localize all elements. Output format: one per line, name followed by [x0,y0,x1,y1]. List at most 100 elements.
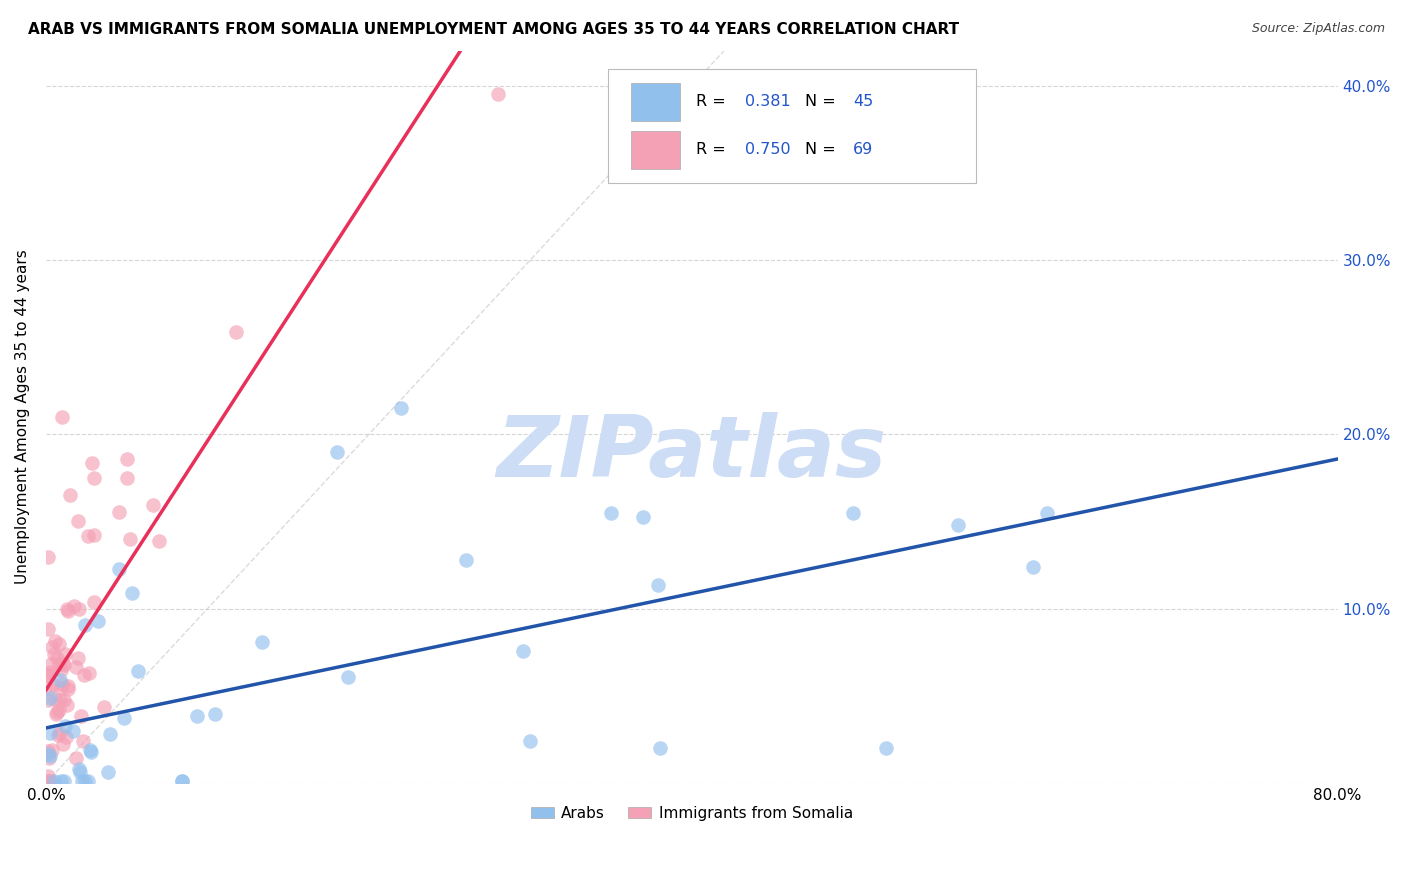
Point [80,745,103,759]
Point [39,657,62,671]
Text: 45: 45 [853,95,873,110]
Point [58,682,80,697]
Point [37,549,59,564]
Point [51,677,73,691]
Point [69,709,91,723]
Point [45,651,67,665]
Point [250,635,273,649]
Point [170,774,193,789]
Point [52,657,75,671]
Point [56,680,79,694]
Point [44,647,66,661]
Point [325,444,347,458]
Point [120,533,142,547]
Bar [607,69,976,183]
Point [87,614,110,628]
Point [45,705,67,719]
Point [875,741,897,756]
Point [115,451,138,466]
Point [51,409,73,424]
Point [112,710,135,724]
Point [519,733,541,747]
Point [456,553,478,567]
Point [49,663,72,677]
Point [37,769,59,783]
Y-axis label: Unemployment Among Ages 35 to 44 years: Unemployment Among Ages 35 to 44 years [15,250,30,584]
Point [97,765,120,780]
Point [65,659,87,673]
Text: R =: R = [696,95,731,110]
Point [59,488,82,502]
Point [648,741,671,756]
Point [80,456,103,470]
Point [142,499,165,513]
Point [37,623,59,637]
Point [66,650,89,665]
Point [48,703,70,717]
Point [39,774,62,789]
Point [52,737,75,751]
Point [46,728,69,742]
Point [115,471,138,485]
Point [70,774,93,789]
Point [337,670,360,684]
Point [48,673,70,688]
Text: R =: R = [696,142,731,157]
Point [44,692,66,706]
Point [53,647,76,661]
Point [42,678,65,692]
Point [225,325,247,339]
Point [55,730,77,744]
Text: ARAB VS IMMIGRANTS FROM SOMALIA UNEMPLOYMENT AMONG AGES 35 TO 44 YEARS CORRELATI: ARAB VS IMMIGRANTS FROM SOMALIA UNEMPLOY… [28,22,959,37]
Point [39,725,62,739]
Point [37,692,59,706]
Point [83,595,105,609]
Point [79,743,101,757]
Point [77,665,100,680]
Point [38,668,60,682]
Point [49,692,72,706]
Point [39,665,62,679]
Point [37,774,59,789]
Point [186,708,208,723]
Point [53,693,76,707]
Point [48,657,70,672]
Point [67,515,90,529]
Point [842,506,865,520]
Text: 0.381: 0.381 [745,95,790,110]
Point [121,586,143,600]
Point [49,774,72,789]
Point [38,774,60,789]
Point [486,87,509,102]
Legend: Arabs, Immigrants from Somalia: Arabs, Immigrants from Somalia [524,799,859,827]
Text: ZIPatlas: ZIPatlas [496,412,887,495]
Point [76,529,98,543]
Point [83,528,105,542]
Point [148,533,170,548]
Point [38,691,60,706]
Point [52,657,75,672]
Text: N =: N = [806,95,841,110]
Point [75,618,97,632]
Point [72,734,94,748]
Point [53,719,76,733]
Point [93,700,115,714]
Point [39,749,62,764]
Point [170,774,193,789]
Point [83,471,105,485]
Point [600,506,623,520]
Point [204,706,226,721]
Point [76,774,98,789]
Point [948,517,970,532]
Point [37,668,59,682]
Point [38,750,60,764]
Point [48,637,70,651]
Point [67,762,90,776]
Point [69,601,91,615]
Point [37,681,59,695]
Point [49,681,72,696]
Point [45,707,67,722]
Point [63,599,86,613]
Point [58,604,80,618]
Point [389,401,412,416]
